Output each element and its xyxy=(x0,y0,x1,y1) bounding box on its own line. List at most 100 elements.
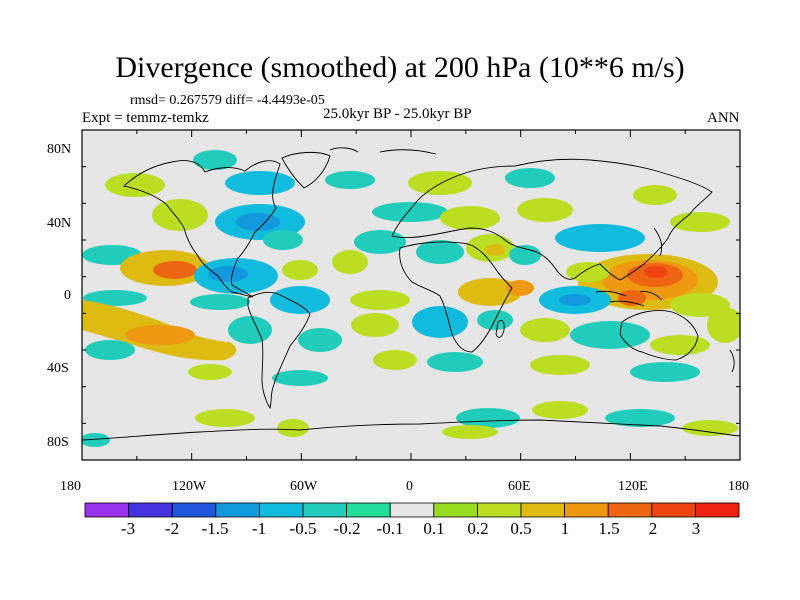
colorbar-label: -1 xyxy=(251,519,267,538)
colorbar-swatch xyxy=(258,502,304,518)
colorbar-swatch xyxy=(433,502,478,518)
field-patch xyxy=(332,250,368,274)
colorbar-label: -0.2 xyxy=(333,519,361,538)
field-patch xyxy=(517,198,573,222)
colorbar-swatch xyxy=(171,502,217,518)
field-patch xyxy=(82,433,110,447)
lat-tick-label: 0 xyxy=(64,288,71,303)
map-title: Divergence (smoothed) at 200 hPa (10**6 … xyxy=(115,51,685,84)
coast-greenland xyxy=(281,151,331,189)
colorbar-swatch xyxy=(346,502,391,518)
colorbar-swatch xyxy=(564,502,609,518)
field-patch xyxy=(416,240,464,264)
experiment-label: Expt = temmz-temkz xyxy=(82,110,209,126)
field-patch xyxy=(555,224,645,252)
field-patch xyxy=(83,290,147,306)
field-patch xyxy=(354,230,406,254)
axis-ticks xyxy=(81,129,741,461)
field-patch xyxy=(153,261,197,279)
field-patch xyxy=(442,425,498,439)
colorbar-swatch xyxy=(128,502,173,518)
field-patch xyxy=(195,409,255,427)
lon-tick-label: 180 xyxy=(728,479,749,494)
divergence-field xyxy=(82,150,740,447)
field-patch xyxy=(236,213,280,231)
lon-tick-label: 120E xyxy=(618,479,648,494)
colorbar-label: 0.2 xyxy=(467,519,489,538)
field-patch xyxy=(190,294,250,310)
colorbar-swatch xyxy=(84,502,129,518)
field-patch xyxy=(152,199,208,231)
colorbar-swatch xyxy=(651,502,696,518)
field-patch xyxy=(351,313,399,337)
field-patch xyxy=(566,262,610,282)
field-patch xyxy=(670,212,730,232)
stats-text: rmsd= 0.267579 diff= -4.4493e-05 xyxy=(130,93,325,108)
colorbar-swatch xyxy=(389,502,435,518)
field-patch xyxy=(682,420,738,436)
coast-north-america xyxy=(123,160,281,298)
field-patch xyxy=(644,266,668,278)
field-patch xyxy=(188,364,232,380)
coast-new-zealand xyxy=(729,349,735,373)
colorbar-swatch xyxy=(695,502,740,518)
field-patch xyxy=(605,409,675,427)
field-patch xyxy=(105,173,165,197)
field-patch xyxy=(509,245,541,265)
field-patch xyxy=(408,171,472,195)
colorbar-label: 3 xyxy=(691,519,701,538)
season-label: ANN xyxy=(707,110,740,126)
field-patch xyxy=(282,260,318,280)
field-patch xyxy=(520,318,570,342)
lon-tick-label: 180 xyxy=(60,479,81,494)
coast-africa xyxy=(399,241,513,353)
colorbar-label: 2 xyxy=(648,519,658,538)
field-patch xyxy=(277,419,309,437)
period-label: 25.0kyr BP - 25.0kyr BP xyxy=(323,106,472,122)
field-patch xyxy=(650,335,710,355)
field-patch xyxy=(125,325,195,345)
coast-madagascar xyxy=(495,319,505,338)
field-patch xyxy=(350,290,410,310)
colorbar-swatch xyxy=(520,502,565,518)
coast-antarctica xyxy=(82,419,740,441)
field-patch xyxy=(270,286,330,314)
colorbar-swatch xyxy=(607,502,653,518)
lon-tick-label: 120W xyxy=(172,479,207,494)
coast-indonesia xyxy=(595,290,663,307)
colorbar-swatch xyxy=(215,502,260,518)
colorbar-label: 1 xyxy=(560,519,570,538)
field-patch xyxy=(228,316,272,344)
field-patch xyxy=(532,401,588,419)
field-patch xyxy=(485,244,505,256)
colorbar-label: 1.5 xyxy=(598,519,620,538)
lat-tick-label: 80N xyxy=(47,142,72,157)
field-patch xyxy=(372,202,448,222)
field-patch xyxy=(373,350,417,370)
lat-tick-label: 80S xyxy=(47,435,69,450)
field-patch xyxy=(618,290,646,306)
field-patch xyxy=(208,266,248,282)
lat-tick-label: 40S xyxy=(47,361,69,376)
field-patch xyxy=(440,206,500,230)
colorbar-swatch xyxy=(476,502,522,518)
field-patch xyxy=(412,306,468,338)
lon-tick-label: 60E xyxy=(508,479,531,494)
colorbar-label: 0.5 xyxy=(510,519,532,538)
coast-japan xyxy=(653,227,663,257)
lon-tick-label: 0 xyxy=(406,479,413,494)
colorbar-label: -1.5 xyxy=(201,519,229,538)
field-patch xyxy=(427,352,483,372)
field-patch xyxy=(85,340,135,360)
coastlines xyxy=(82,147,740,441)
field-patch xyxy=(707,307,740,343)
colorbar-label: 0.1 xyxy=(423,519,445,538)
lon-tick-label: 60W xyxy=(290,479,318,494)
field-patch xyxy=(530,355,590,375)
field-patch xyxy=(630,362,700,382)
field-patch xyxy=(570,321,650,349)
field-patch xyxy=(456,408,520,428)
field-patch xyxy=(633,185,677,205)
field-patch xyxy=(559,294,591,306)
